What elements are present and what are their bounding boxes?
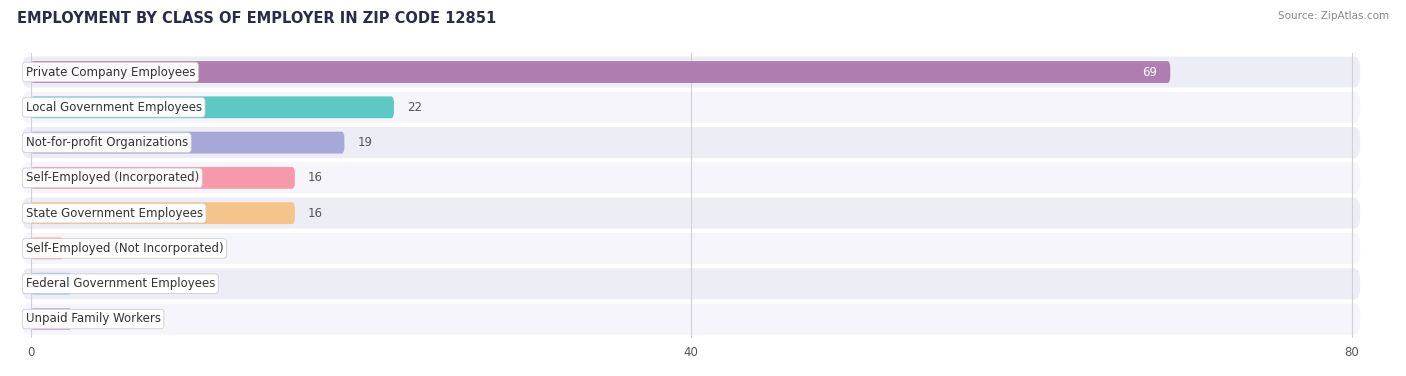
- Text: State Government Employees: State Government Employees: [25, 207, 202, 220]
- Text: Self-Employed (Not Incorporated): Self-Employed (Not Incorporated): [25, 242, 224, 255]
- Text: 69: 69: [1142, 65, 1157, 79]
- Text: Private Company Employees: Private Company Employees: [25, 65, 195, 79]
- Text: Unpaid Family Workers: Unpaid Family Workers: [25, 312, 160, 326]
- FancyBboxPatch shape: [31, 308, 72, 330]
- Text: Local Government Employees: Local Government Employees: [25, 101, 201, 114]
- Text: 22: 22: [408, 101, 422, 114]
- Text: 0: 0: [86, 277, 93, 290]
- FancyBboxPatch shape: [22, 303, 1360, 335]
- FancyBboxPatch shape: [31, 167, 295, 189]
- FancyBboxPatch shape: [31, 202, 295, 224]
- Text: Not-for-profit Organizations: Not-for-profit Organizations: [25, 136, 188, 149]
- Text: Self-Employed (Incorporated): Self-Employed (Incorporated): [25, 171, 198, 184]
- FancyBboxPatch shape: [31, 96, 394, 118]
- FancyBboxPatch shape: [22, 268, 1360, 299]
- Text: 2: 2: [77, 242, 84, 255]
- Text: 16: 16: [308, 171, 323, 184]
- Text: 19: 19: [357, 136, 373, 149]
- FancyBboxPatch shape: [31, 273, 72, 295]
- FancyBboxPatch shape: [22, 233, 1360, 264]
- FancyBboxPatch shape: [22, 56, 1360, 88]
- Text: Source: ZipAtlas.com: Source: ZipAtlas.com: [1278, 11, 1389, 21]
- FancyBboxPatch shape: [22, 162, 1360, 193]
- Text: EMPLOYMENT BY CLASS OF EMPLOYER IN ZIP CODE 12851: EMPLOYMENT BY CLASS OF EMPLOYER IN ZIP C…: [17, 11, 496, 26]
- FancyBboxPatch shape: [22, 92, 1360, 123]
- FancyBboxPatch shape: [31, 132, 344, 153]
- Text: 16: 16: [308, 207, 323, 220]
- FancyBboxPatch shape: [22, 127, 1360, 158]
- Text: Federal Government Employees: Federal Government Employees: [25, 277, 215, 290]
- FancyBboxPatch shape: [31, 61, 1170, 83]
- Text: 0: 0: [86, 312, 93, 326]
- FancyBboxPatch shape: [22, 198, 1360, 229]
- FancyBboxPatch shape: [31, 238, 63, 259]
